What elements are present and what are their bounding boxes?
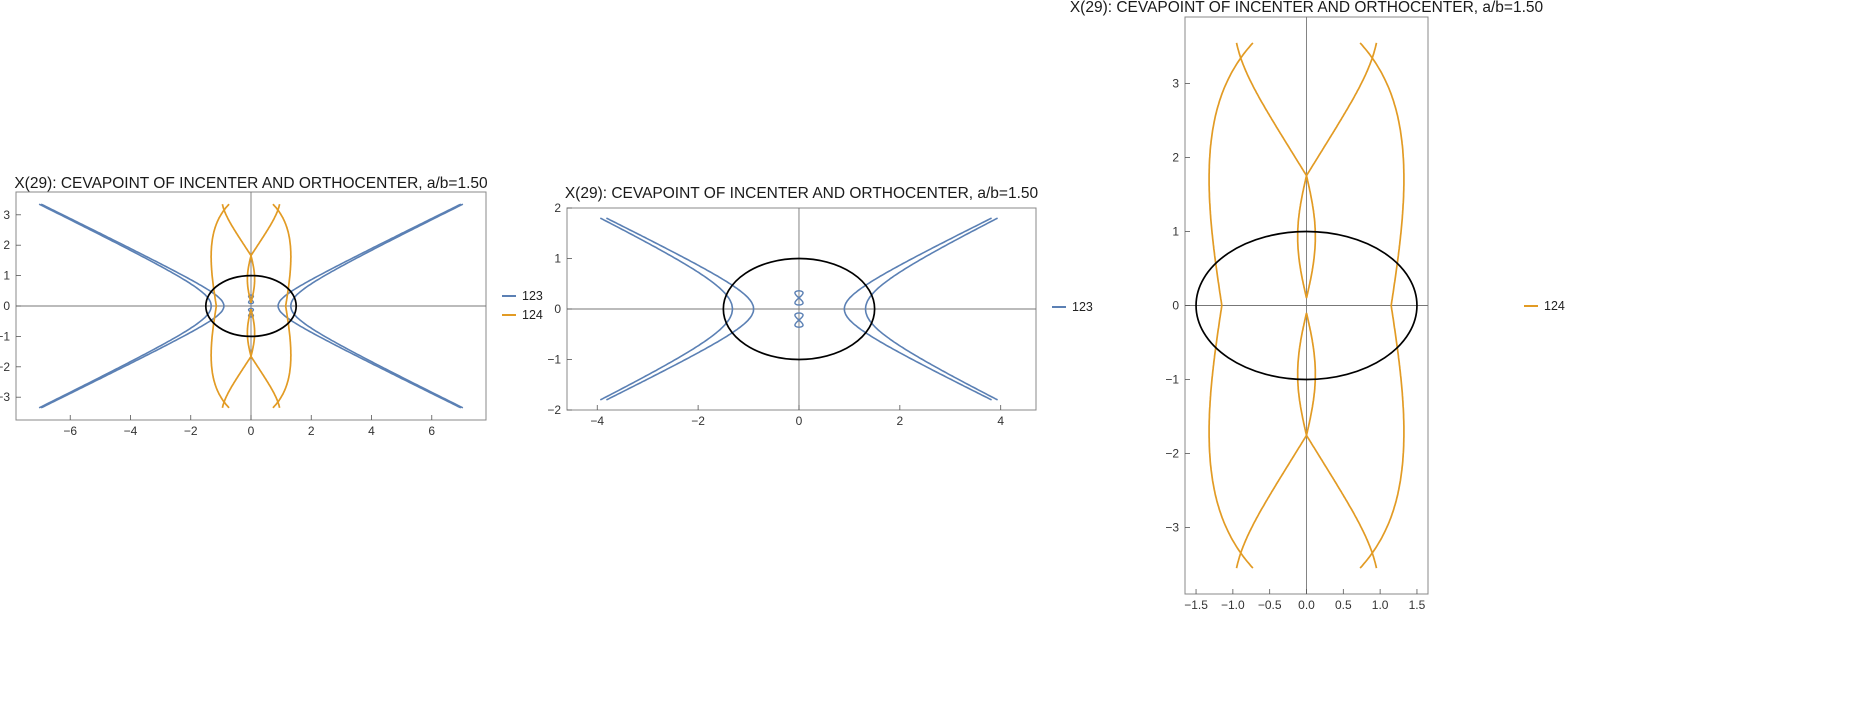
series-123-branch — [599, 217, 734, 401]
chart-1: X(29): CEVAPOINT OF INCENTER AND ORTHOCE… — [0, 175, 543, 438]
legend-label-124: 124 — [522, 308, 543, 322]
x-tick-label: 6 — [428, 424, 435, 438]
chart-3: X(29): CEVAPOINT OF INCENTER AND ORTHOCE… — [1070, 0, 1565, 612]
y-tick-label: −1 — [1165, 372, 1179, 386]
series-123-branch — [843, 217, 992, 401]
y-tick-label: −3 — [0, 390, 10, 404]
chart-title: X(29): CEVAPOINT OF INCENTER AND ORTHOCE… — [14, 175, 488, 192]
x-tick-label: −1.0 — [1221, 598, 1245, 612]
chart-title: X(29): CEVAPOINT OF INCENTER AND ORTHOCE… — [565, 185, 1039, 202]
x-tick-label: 0 — [796, 414, 803, 428]
y-tick-label: −2 — [547, 403, 561, 417]
legend-label-123: 123 — [1072, 300, 1093, 314]
reference-ellipse — [204, 274, 298, 338]
x-tick-label: 4 — [368, 424, 375, 438]
reference-ellipse — [1195, 230, 1418, 381]
x-tick-label: 2 — [896, 414, 903, 428]
series-124-outer-left — [210, 203, 230, 409]
x-tick-label: −2 — [691, 414, 705, 428]
series-124-outer-right — [1359, 42, 1405, 569]
series-124-inner-lobe — [250, 203, 281, 304]
series-124-outer-left — [1208, 42, 1254, 569]
y-tick-label: 2 — [3, 238, 10, 252]
series-123-branch — [277, 203, 462, 409]
y-tick-label: −1 — [547, 353, 561, 367]
x-tick-label: 4 — [997, 414, 1004, 428]
series-123-branch — [38, 203, 213, 409]
y-tick-label: −2 — [1165, 446, 1179, 460]
y-tick-label: 3 — [3, 208, 10, 222]
series-123-loop — [794, 312, 804, 328]
x-tick-label: −4 — [124, 424, 138, 438]
y-tick-label: −3 — [1165, 520, 1179, 534]
y-tick-label: −1 — [0, 329, 10, 343]
x-tick-label: −1.5 — [1184, 598, 1208, 612]
series-124-outer-right — [272, 203, 292, 409]
series-124-inner-lobe — [1305, 42, 1378, 299]
y-tick-label: 0 — [3, 299, 10, 313]
reference-ellipse — [722, 257, 876, 361]
chart-title: X(29): CEVAPOINT OF INCENTER AND ORTHOCE… — [1070, 0, 1544, 16]
y-tick-label: 1 — [1172, 225, 1179, 239]
series-124-inner-lobe — [221, 203, 252, 304]
y-tick-label: 2 — [554, 201, 561, 215]
series-123-branch — [606, 217, 755, 401]
x-tick-label: −4 — [590, 414, 604, 428]
x-tick-label: 0.0 — [1298, 598, 1315, 612]
x-tick-label: 0 — [248, 424, 255, 438]
series-123-branch — [864, 217, 998, 401]
chart-2: X(29): CEVAPOINT OF INCENTER AND ORTHOCE… — [547, 185, 1093, 428]
x-tick-label: 2 — [308, 424, 315, 438]
plot-area — [1195, 42, 1418, 569]
y-tick-label: 0 — [1172, 299, 1179, 313]
series-124-inner-lobe — [1235, 42, 1308, 299]
x-tick-label: 0.5 — [1335, 598, 1352, 612]
series-124-inner-lobe — [250, 308, 281, 409]
y-tick-label: 1 — [554, 252, 561, 266]
y-tick-label: 2 — [1172, 151, 1179, 165]
legend-label-124: 124 — [1544, 299, 1565, 313]
x-tick-label: −6 — [63, 424, 77, 438]
x-tick-label: 1.0 — [1372, 598, 1389, 612]
y-tick-label: 3 — [1172, 77, 1179, 91]
x-tick-label: −0.5 — [1258, 598, 1282, 612]
series-123-loop — [794, 290, 804, 306]
y-tick-label: 1 — [3, 269, 10, 283]
x-tick-label: 1.5 — [1409, 598, 1426, 612]
series-124-inner-lobe — [221, 308, 252, 409]
x-tick-label: −2 — [184, 424, 198, 438]
plot-area — [599, 217, 998, 401]
y-tick-label: −2 — [0, 360, 10, 374]
series-123-branch — [289, 203, 464, 409]
series-124-inner-lobe — [1305, 312, 1378, 569]
series-124-inner-lobe — [1235, 312, 1308, 569]
plot-area — [38, 203, 464, 409]
legend-label-123: 123 — [522, 289, 543, 303]
series-123-branch — [40, 203, 225, 409]
y-tick-label: 0 — [554, 302, 561, 316]
